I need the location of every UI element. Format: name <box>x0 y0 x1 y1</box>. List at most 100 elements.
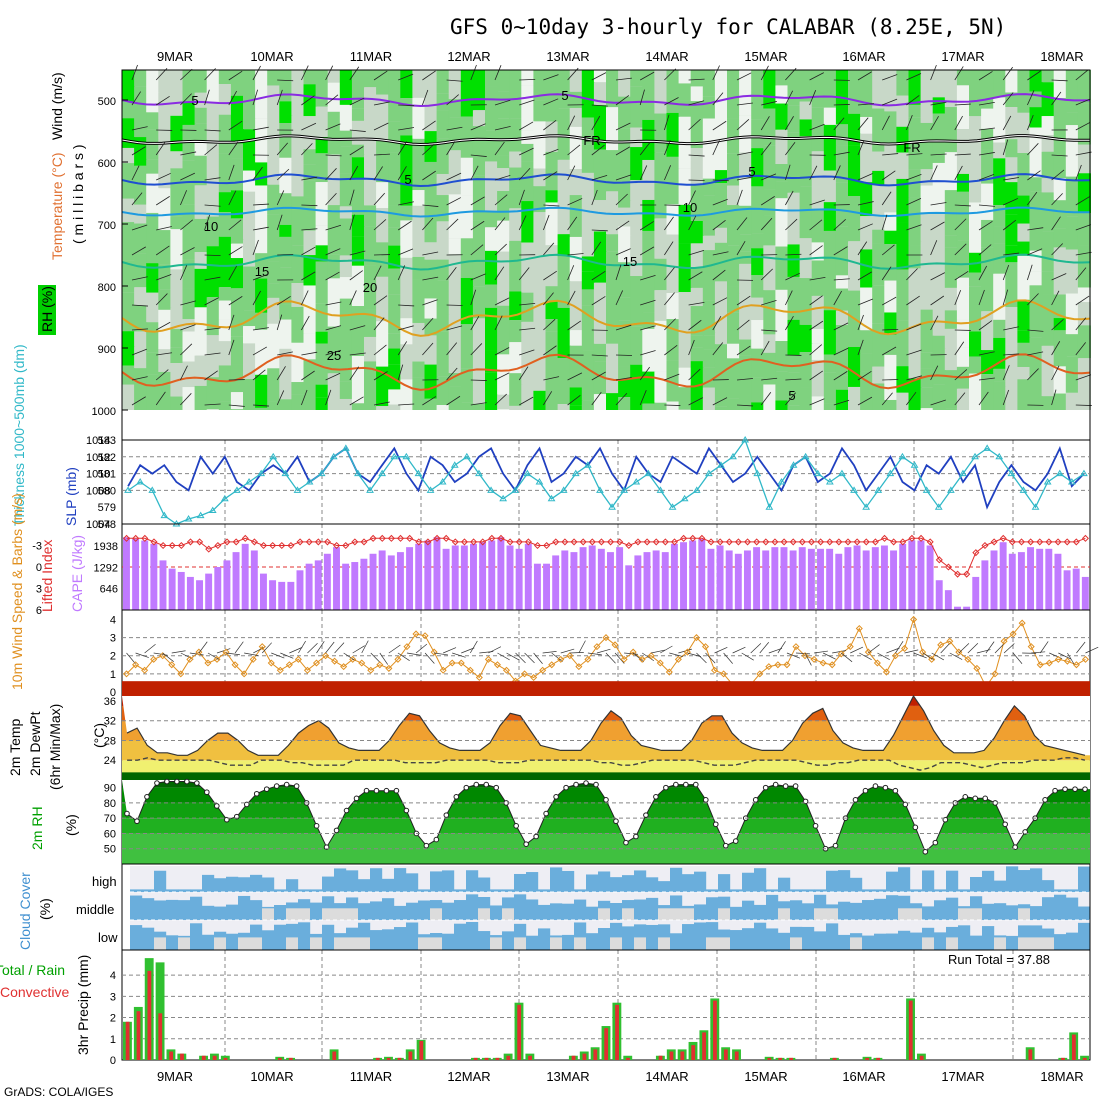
wind-barb <box>978 265 988 281</box>
wind-barb-10m <box>533 652 543 665</box>
cloud-cover-cell <box>514 873 527 892</box>
cloud-gap-cell <box>718 937 731 950</box>
cape-bar <box>716 545 724 610</box>
wind-barb <box>301 204 318 207</box>
cloud-cover-cell <box>394 905 407 920</box>
rh-shade-cell <box>569 387 583 406</box>
rh-shade-cell <box>122 222 136 261</box>
wind-barb <box>228 246 243 256</box>
rh-shade-cell <box>412 70 426 98</box>
wind-barb <box>1027 170 1041 181</box>
wind-barb <box>252 203 269 206</box>
wind-barb-10m <box>189 652 204 656</box>
wind-barb <box>1051 91 1062 106</box>
wind-barb <box>785 218 798 231</box>
rh-shade-cell <box>303 333 317 360</box>
precip-conv-bar <box>495 1057 500 1060</box>
wind-barb <box>228 164 235 181</box>
rh-shade-cell <box>981 149 995 184</box>
cloud-cover-cell <box>838 934 851 950</box>
rh-shade-cell <box>315 303 329 332</box>
rh-shade-cell <box>485 307 499 351</box>
rh-shade-cell <box>920 309 934 353</box>
wind-barb <box>857 140 865 156</box>
cloud-cover-cell <box>382 929 395 950</box>
wind-barb <box>422 299 438 306</box>
rh-shade-cell <box>908 331 922 379</box>
wind-barb <box>615 122 631 131</box>
cape-bar <box>734 553 742 610</box>
rh-shade-cell <box>944 370 958 409</box>
wind-point <box>873 659 881 667</box>
rh-shade-cell <box>303 116 317 150</box>
wind-barb <box>615 174 632 181</box>
wind-barb <box>954 341 965 356</box>
rh-shade-cell <box>727 153 741 186</box>
wind-barb <box>809 123 825 131</box>
wind-barb <box>494 141 505 156</box>
cloud-cover-cell <box>466 922 479 950</box>
cloud-cover-cell <box>922 906 935 920</box>
cloud-gap-cell <box>322 908 335 920</box>
precip-conv-bar <box>1082 1057 1087 1060</box>
wind-barb <box>180 324 196 331</box>
li-point <box>1054 538 1062 546</box>
rh-shade-cell <box>194 142 208 156</box>
thickness-point <box>971 452 979 460</box>
wind-barb-10m <box>216 648 231 654</box>
rh-shade-cell <box>388 70 402 122</box>
cloud-cover-cell <box>538 928 551 950</box>
rh-shade-cell <box>1077 103 1091 145</box>
wind-barb <box>809 295 823 306</box>
wind-point <box>385 664 393 672</box>
cloud-cover-cell <box>946 897 959 920</box>
wind-barb <box>1002 389 1010 406</box>
contour-label: FR <box>903 140 920 155</box>
rh-shade-cell <box>714 332 728 345</box>
cloud-cover-cell <box>442 933 455 950</box>
cloud-gap-cell <box>706 937 719 950</box>
cloud-cover-cell <box>958 925 971 950</box>
rh-shade-cell <box>533 234 547 266</box>
wind-barb <box>591 296 606 306</box>
wind-barb <box>494 372 510 381</box>
rh-shade-cell <box>376 242 390 277</box>
slp-tick-label: 1014 <box>86 435 110 447</box>
rh-shade-cell <box>291 209 305 246</box>
cloud-cover-cell <box>190 896 203 920</box>
wind-barb <box>1027 143 1039 156</box>
rh-shade-cell <box>787 105 801 133</box>
rh-shade-cell <box>521 337 535 385</box>
wind-barb-10m <box>868 644 880 654</box>
thickness-point <box>680 494 689 502</box>
rh-point <box>862 787 869 794</box>
cloud-cover-cell <box>814 889 827 892</box>
cloud-cover-cell <box>622 926 635 950</box>
wind-barb <box>252 273 269 281</box>
rh-shade-cell <box>557 234 571 257</box>
wind-barb-10m <box>488 646 502 654</box>
rh-shade-cell <box>545 151 559 191</box>
wind-point <box>258 643 266 651</box>
cloud-cover-cell <box>382 898 395 920</box>
wind-barb <box>494 99 511 106</box>
rh-shade-cell <box>872 184 886 230</box>
rh-shade-cell <box>1029 271 1043 286</box>
rh-point <box>483 781 490 788</box>
rh-shade-cell <box>896 304 910 321</box>
wind-barb <box>567 253 584 256</box>
rh-shade-cell <box>872 229 886 244</box>
rh-point <box>353 795 360 802</box>
wind-barb-10m <box>723 652 733 664</box>
rh-shade-cell <box>823 124 837 171</box>
rh-shade-cell <box>400 220 414 258</box>
wind-barb <box>446 325 463 331</box>
thickness-point <box>1043 478 1052 485</box>
rh-shade-cell <box>364 87 378 120</box>
cape-bar <box>278 581 286 610</box>
rh-shade-cell <box>388 227 402 246</box>
rh-shade-cell <box>146 70 160 113</box>
rh-shade-cell <box>134 287 148 306</box>
cloud-cover-cell <box>922 870 935 892</box>
